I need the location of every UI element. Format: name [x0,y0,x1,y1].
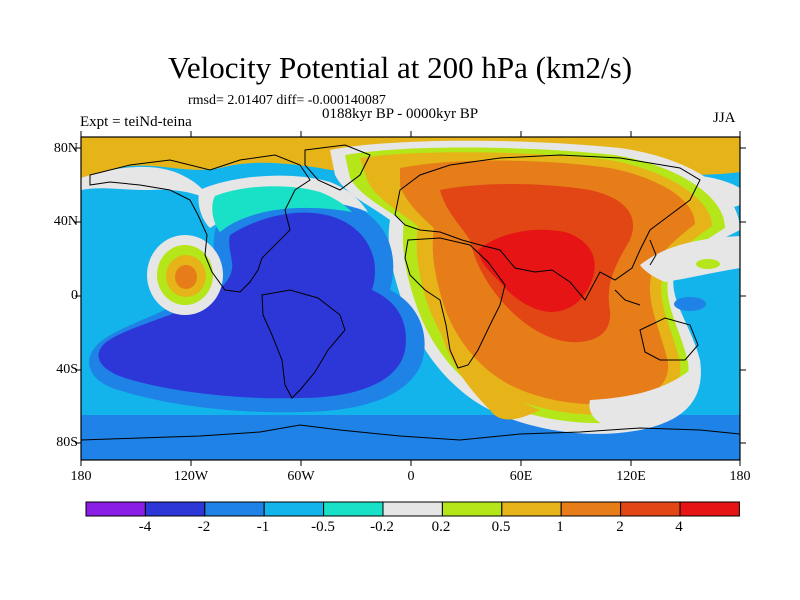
colorbar-label-minus-1: -1 [256,519,270,535]
period-label: 0188kyr BP - 0000kyr BP [322,106,479,122]
lon-label-120e: 120E [616,469,646,484]
contour-blob-west-pacific [696,259,720,269]
colorbar-swatch-8 [560,501,622,517]
contour-band-0.5-to-1-south-atlantic [440,330,540,420]
stats-line: rmsd= 2.01407 diff= -0.000140087 [188,93,386,108]
contour-band-neutral-north-pacific [81,166,210,200]
colorbar-swatch-2 [204,501,265,517]
coast-australia [639,317,699,361]
colorbar-label-4: 4 [675,519,683,535]
lon-label-60w: 60W [287,469,315,484]
contour-band-above-4 [478,229,595,312]
colorbar-swatch-5 [382,501,443,517]
lon-label-180w: 180 [70,469,92,484]
colorbar-swatch-6 [441,501,503,517]
lat-label-80n: 80N [53,141,78,156]
lat-label-eq: 0 [71,288,78,303]
colorbar-swatch-4 [323,501,384,517]
colorbar-swatch-1 [144,501,206,517]
lon-label-60e: 60E [509,469,533,484]
coast-eurasia [394,154,701,301]
lat-label-40n: 40N [53,214,78,229]
coast-japan [649,239,657,266]
colorbar-swatch-10 [679,501,740,517]
colorbar-label-2: 2 [616,519,624,535]
lon-label-120w: 120W [173,469,209,484]
colorbar-label-1: 1 [556,519,564,535]
contour-blob-west-pacific-negative [674,297,706,311]
coast-greenland [304,144,371,191]
coast-africa [404,237,506,369]
map-title: Velocity Potential at 200 hPa (km2/s) [167,50,633,85]
colorbar-swatch-0 [85,501,146,517]
axis-ticks [75,131,746,466]
lat-label-40s: 40S [56,362,78,377]
lat-label-80s: 80S [56,435,78,450]
colorbar-label-0.5: 0.5 [491,519,511,535]
coast-south-america [261,289,346,399]
colorbar [85,501,740,517]
coast-north-america [89,154,311,293]
lon-label-180e: 180 [729,469,751,484]
coastlines [81,144,740,441]
colorbar-label-minus-0.2: -0.2 [370,519,394,535]
colorbar-label-minus-2: -2 [197,519,211,535]
lon-label-0: 0 [407,469,415,484]
coast-antarctica [81,424,740,441]
colorbar-swatch-3 [263,501,325,517]
season-label: JJA [713,110,736,126]
colorbar-swatch-9 [620,501,681,517]
colorbar-swatch-7 [501,501,562,517]
contour-band-neutral-north-america [198,175,368,228]
contour-band-minus-4-to-minus-2-core [98,212,406,399]
experiment-label: Expt = teiNd-teina [80,114,192,130]
contour-field [81,137,740,460]
contour-band-neutral-west-pacific [640,236,740,282]
contour-band-minus-0.5-to-minus-0.2-north [212,186,352,232]
colorbar-label-minus-0.5: -0.5 [311,519,335,535]
contour-band-neutral-southern-indian [589,370,694,431]
contour-blob-east-pacific-1 [175,265,197,289]
coast-maritime-continent [614,289,641,306]
colorbar-label-minus-4: -4 [138,519,152,535]
colorbar-label-0.2: 0.2 [431,519,451,535]
